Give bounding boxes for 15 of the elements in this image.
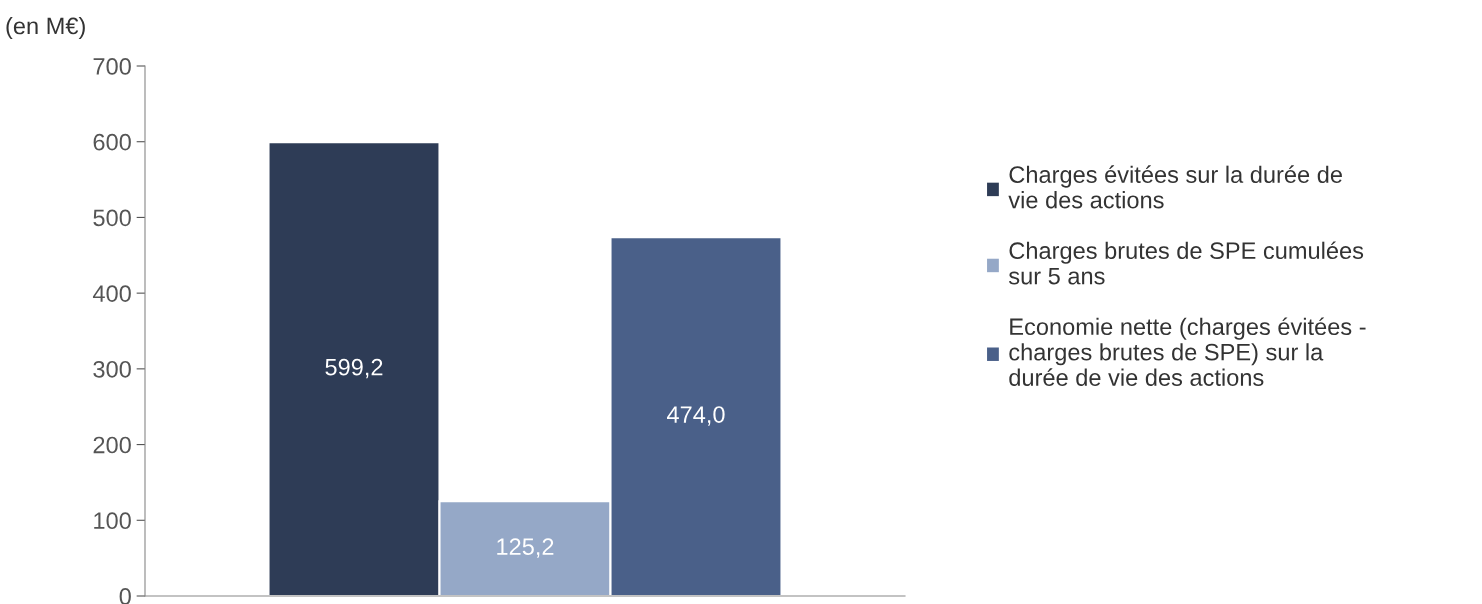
y-tick-label: 0: [119, 588, 131, 604]
data-label: 125,2: [497, 538, 554, 558]
y-tick-label: 400: [92, 285, 131, 302]
y-tick-label: 500: [93, 209, 131, 227]
y-tick-label: 300: [93, 360, 131, 378]
y-tick-label: 600: [93, 133, 131, 151]
y-tick-label: 200: [93, 436, 131, 454]
legend-label: Charges brutes de SPE cumulées sur 5 ans: [1008, 241, 1364, 285]
y-tick-label: 100: [94, 512, 131, 530]
data-label: 474,0: [667, 406, 725, 426]
data-label: 599,2: [325, 358, 383, 379]
y-axis-title: (en M€): [6, 17, 85, 39]
y-tick-label: 700: [93, 58, 131, 75]
legend-label: Economie nette (charges évitées - charges brutes de SPE) sur la durée de vie des actions: [1009, 317, 1366, 386]
legend-label: Charges évitées sur la durée de vie des actions: [1008, 165, 1342, 209]
